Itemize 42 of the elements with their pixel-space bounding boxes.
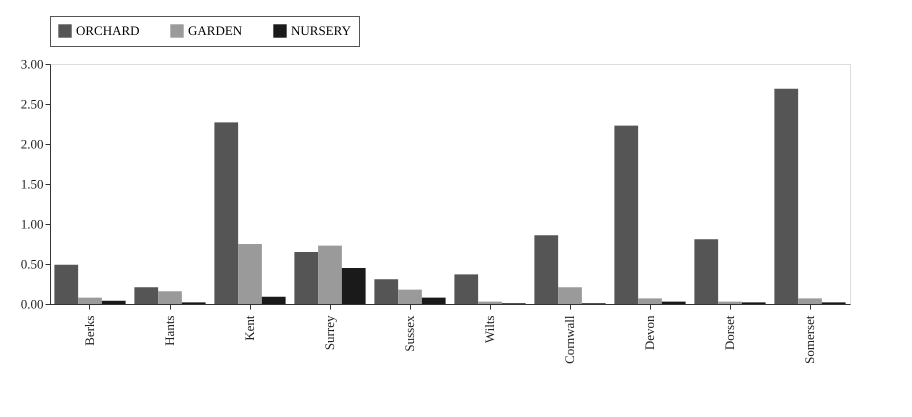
bar	[134, 287, 158, 304]
bar	[374, 279, 398, 304]
x-tick-label: Devon	[642, 315, 657, 350]
x-tick-label: Kent	[242, 315, 257, 341]
legend-label: NURSERY	[291, 23, 352, 38]
bar	[342, 268, 366, 304]
bar	[774, 88, 798, 304]
x-tick-label: Somerset	[802, 315, 817, 364]
x-tick-label: Wilts	[482, 316, 497, 344]
bar	[422, 298, 446, 304]
bar	[398, 290, 422, 304]
y-tick-label: 2.50	[20, 96, 44, 112]
bar	[614, 126, 638, 304]
bar	[318, 246, 342, 304]
y-tick-label: 0.50	[20, 256, 44, 272]
bar	[798, 298, 822, 304]
bar	[78, 298, 102, 304]
y-tick-label: 0.00	[20, 296, 44, 312]
bar	[214, 122, 238, 304]
x-tick-label: Dorset	[722, 315, 737, 350]
bar	[558, 287, 582, 304]
x-tick-label: Berks	[82, 316, 97, 346]
x-tick-label: Surrey	[322, 315, 337, 350]
bar	[158, 291, 182, 304]
x-tick-label: Hants	[162, 316, 177, 346]
y-tick-label: 1.50	[20, 176, 44, 192]
bar	[238, 244, 262, 304]
legend-label: GARDEN	[188, 23, 243, 38]
bar	[638, 298, 662, 304]
y-tick-label: 1.00	[20, 216, 44, 232]
y-tick-label: 3.00	[20, 56, 44, 72]
bar	[534, 235, 558, 304]
y-tick-label: 2.00	[20, 136, 44, 152]
x-tick-label: Sussex	[402, 315, 417, 352]
bar	[54, 264, 78, 304]
bar	[694, 239, 718, 304]
bar	[102, 300, 126, 304]
bar	[294, 252, 318, 304]
bar	[454, 274, 478, 304]
x-tick-label: Cornwall	[562, 315, 577, 364]
bar	[262, 296, 286, 304]
legend-label: ORCHARD	[76, 23, 140, 38]
